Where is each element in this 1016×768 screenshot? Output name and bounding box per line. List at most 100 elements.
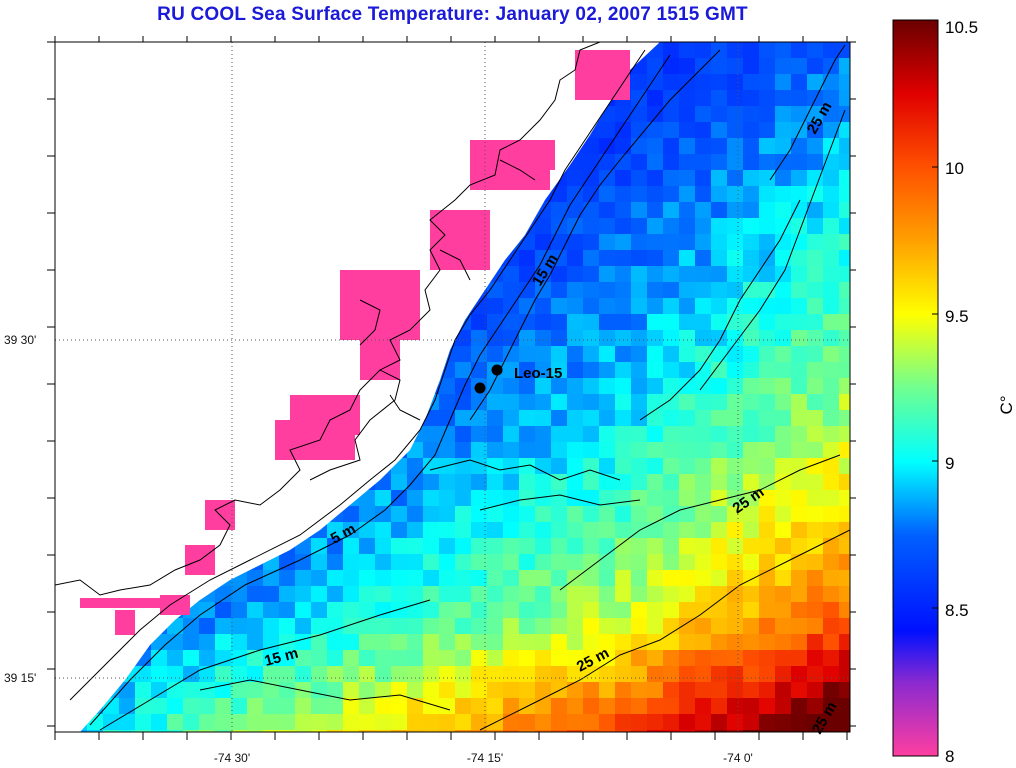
sst-cell xyxy=(695,554,711,570)
sst-cell xyxy=(679,506,695,522)
sst-cell xyxy=(519,314,535,330)
sst-cell xyxy=(823,474,839,490)
sst-cell xyxy=(615,298,631,314)
sst-cell xyxy=(631,314,647,330)
contour-25m-north xyxy=(769,44,846,181)
sst-cell xyxy=(807,570,823,586)
sst-cell xyxy=(503,730,519,732)
sst-cell xyxy=(679,666,695,682)
sst-cell xyxy=(407,682,423,698)
x-tick-label-3: -74 0' xyxy=(723,751,753,765)
sst-cell xyxy=(503,714,519,730)
sst-cell xyxy=(375,554,391,570)
sst-cell xyxy=(551,234,567,250)
sst-cell xyxy=(503,554,519,570)
sst-cell xyxy=(551,714,567,730)
sst-cell xyxy=(359,650,375,666)
sst-cell xyxy=(471,730,487,732)
sst-cell xyxy=(199,682,215,698)
sst-cell xyxy=(775,458,791,474)
sst-cell xyxy=(727,266,743,282)
sst-cell xyxy=(759,250,775,266)
sst-cell xyxy=(567,314,583,330)
sst-cell xyxy=(631,714,647,730)
sst-cell xyxy=(487,522,503,538)
sst-cell xyxy=(679,138,695,154)
sst-cell xyxy=(119,730,135,732)
sst-cell xyxy=(279,650,295,666)
sst-cell xyxy=(647,474,663,490)
sst-cell xyxy=(839,202,850,218)
sst-cell xyxy=(663,730,679,732)
sst-cell xyxy=(503,282,519,298)
sst-cell xyxy=(551,554,567,570)
sst-cell xyxy=(727,90,743,106)
sst-cell xyxy=(839,106,850,122)
sst-cell xyxy=(631,682,647,698)
sst-cell xyxy=(791,250,807,266)
sst-cell xyxy=(647,58,663,74)
sst-cell xyxy=(823,602,839,618)
sst-cell xyxy=(807,170,823,186)
sst-cell xyxy=(359,570,375,586)
sst-cell xyxy=(199,618,215,634)
sst-cell xyxy=(247,666,263,682)
sst-cell xyxy=(567,458,583,474)
contour-squiggle-c xyxy=(199,679,451,711)
sst-cell xyxy=(599,666,615,682)
sst-cell xyxy=(695,474,711,490)
sst-cell xyxy=(487,490,503,506)
sst-cell xyxy=(567,378,583,394)
sst-cell xyxy=(727,330,743,346)
sst-cell xyxy=(455,650,471,666)
sst-cell xyxy=(647,282,663,298)
sst-cell xyxy=(615,490,631,506)
sst-cell xyxy=(679,378,695,394)
sst-cell xyxy=(615,522,631,538)
sst-cell xyxy=(599,186,615,202)
sst-cell xyxy=(807,714,823,730)
sst-cell xyxy=(823,618,839,634)
sst-cell xyxy=(663,314,679,330)
sst-cell xyxy=(791,106,807,122)
sst-cell xyxy=(519,538,535,554)
sst-cell xyxy=(503,394,519,410)
sst-cell xyxy=(439,634,455,650)
sst-cell xyxy=(663,42,679,58)
sst-cell xyxy=(583,202,599,218)
sst-cell xyxy=(743,426,759,442)
sst-cell xyxy=(695,314,711,330)
sst-cell xyxy=(519,586,535,602)
sst-cell xyxy=(567,522,583,538)
sst-cell xyxy=(679,618,695,634)
sst-cell xyxy=(407,730,423,732)
sst-cell xyxy=(199,714,215,730)
marsh-patch xyxy=(575,50,630,100)
sst-cell xyxy=(663,58,679,74)
sst-cell xyxy=(375,570,391,586)
sst-cell xyxy=(215,602,231,618)
sst-cell xyxy=(631,522,647,538)
sst-cell xyxy=(759,282,775,298)
sst-cell xyxy=(743,666,759,682)
sst-cell xyxy=(679,346,695,362)
sst-cell xyxy=(631,362,647,378)
sst-cell xyxy=(823,682,839,698)
sst-cell xyxy=(311,650,327,666)
sst-cell xyxy=(439,378,455,394)
sst-cell xyxy=(599,202,615,218)
sst-cell xyxy=(327,522,343,538)
sst-cell xyxy=(631,282,647,298)
sst-cell xyxy=(823,282,839,298)
sst-cell xyxy=(455,522,471,538)
sst-cell xyxy=(631,410,647,426)
sst-cell xyxy=(583,266,599,282)
sst-cell xyxy=(407,522,423,538)
sst-cell xyxy=(807,74,823,90)
sst-cell xyxy=(663,250,679,266)
sst-cell xyxy=(87,730,103,732)
sst-cell xyxy=(599,618,615,634)
sst-cell xyxy=(791,634,807,650)
sst-cell xyxy=(247,682,263,698)
sst-cell xyxy=(567,394,583,410)
